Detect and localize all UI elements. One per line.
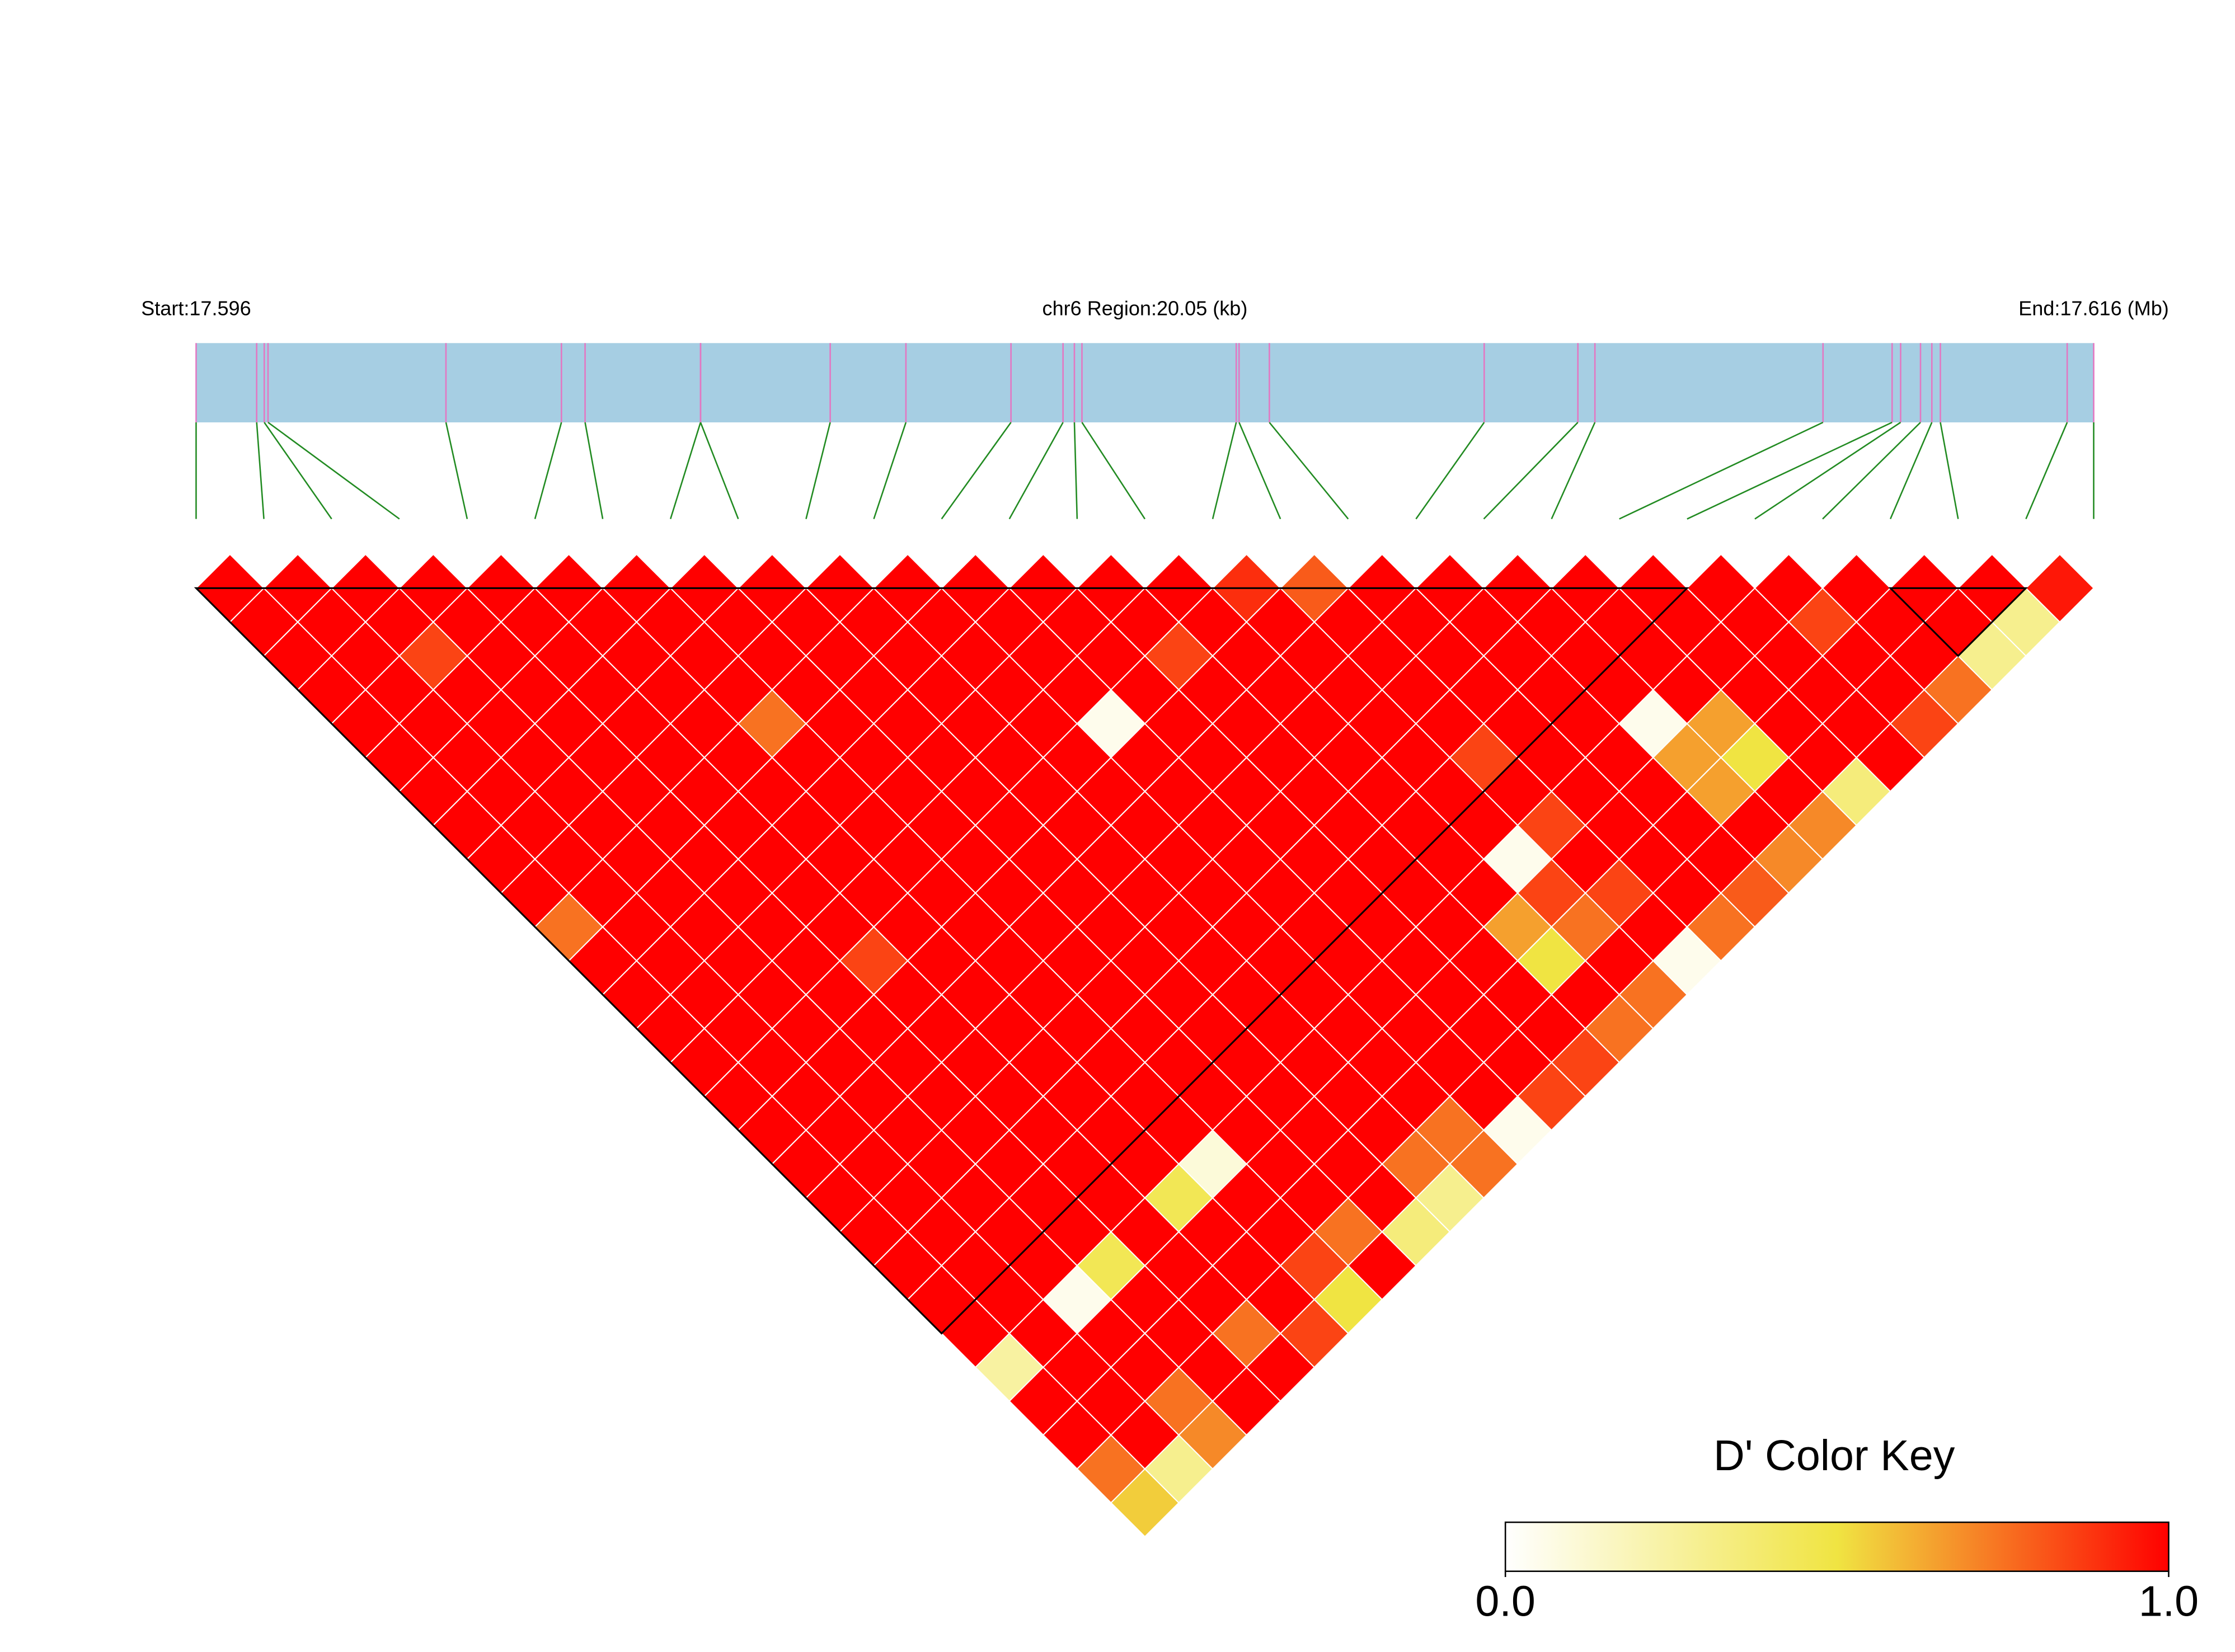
snp-connector — [534, 422, 562, 519]
end-label: End:17.616 (Mb) — [2018, 297, 2169, 320]
snp-connector — [699, 422, 739, 520]
snp-connector — [1754, 421, 1901, 520]
ld-block — [1888, 587, 2029, 657]
snp-connector — [1822, 422, 1921, 520]
snp-connector — [1551, 422, 1596, 520]
snp-connector — [2025, 422, 2068, 520]
snp-connector — [1269, 422, 1349, 520]
snp-connector — [1687, 421, 1893, 520]
snp-connector — [1081, 422, 1146, 520]
ld-cell — [2025, 553, 2095, 623]
snp-connector — [873, 422, 907, 520]
region-bar — [196, 343, 2094, 423]
snp-connector — [805, 422, 831, 519]
key-tick-label: 1.0 — [2139, 1577, 2199, 1625]
snp-connector — [264, 422, 332, 520]
snp-connector — [267, 421, 400, 520]
snp-connector — [1619, 421, 1824, 520]
ld-blocks — [194, 587, 2029, 1335]
snp-connector — [941, 422, 1012, 520]
region-label: chr6 Region:20.05 (kb) — [1043, 297, 1248, 320]
snp-connector — [1940, 422, 1959, 519]
key-tick-label: 0.0 — [1475, 1577, 1535, 1625]
heatmap — [195, 553, 2095, 1538]
snp-connector — [1008, 422, 1064, 520]
snp-connector — [256, 422, 265, 519]
snp-connector — [584, 422, 604, 519]
start-label: Start:17.596 — [141, 297, 251, 320]
snp-connector — [1415, 422, 1485, 520]
snp-connector — [1238, 422, 1281, 520]
snp-connector — [1483, 422, 1579, 520]
snp-connector — [445, 422, 468, 519]
snp-connector — [1212, 422, 1237, 519]
snp-connector — [1073, 422, 1078, 519]
snp-connector — [1889, 422, 1933, 520]
color-key — [1504, 1521, 2170, 1572]
snp-connector — [669, 422, 702, 520]
ld-block — [194, 587, 1689, 1335]
legend-title: D' Color Key — [1713, 1432, 1955, 1480]
